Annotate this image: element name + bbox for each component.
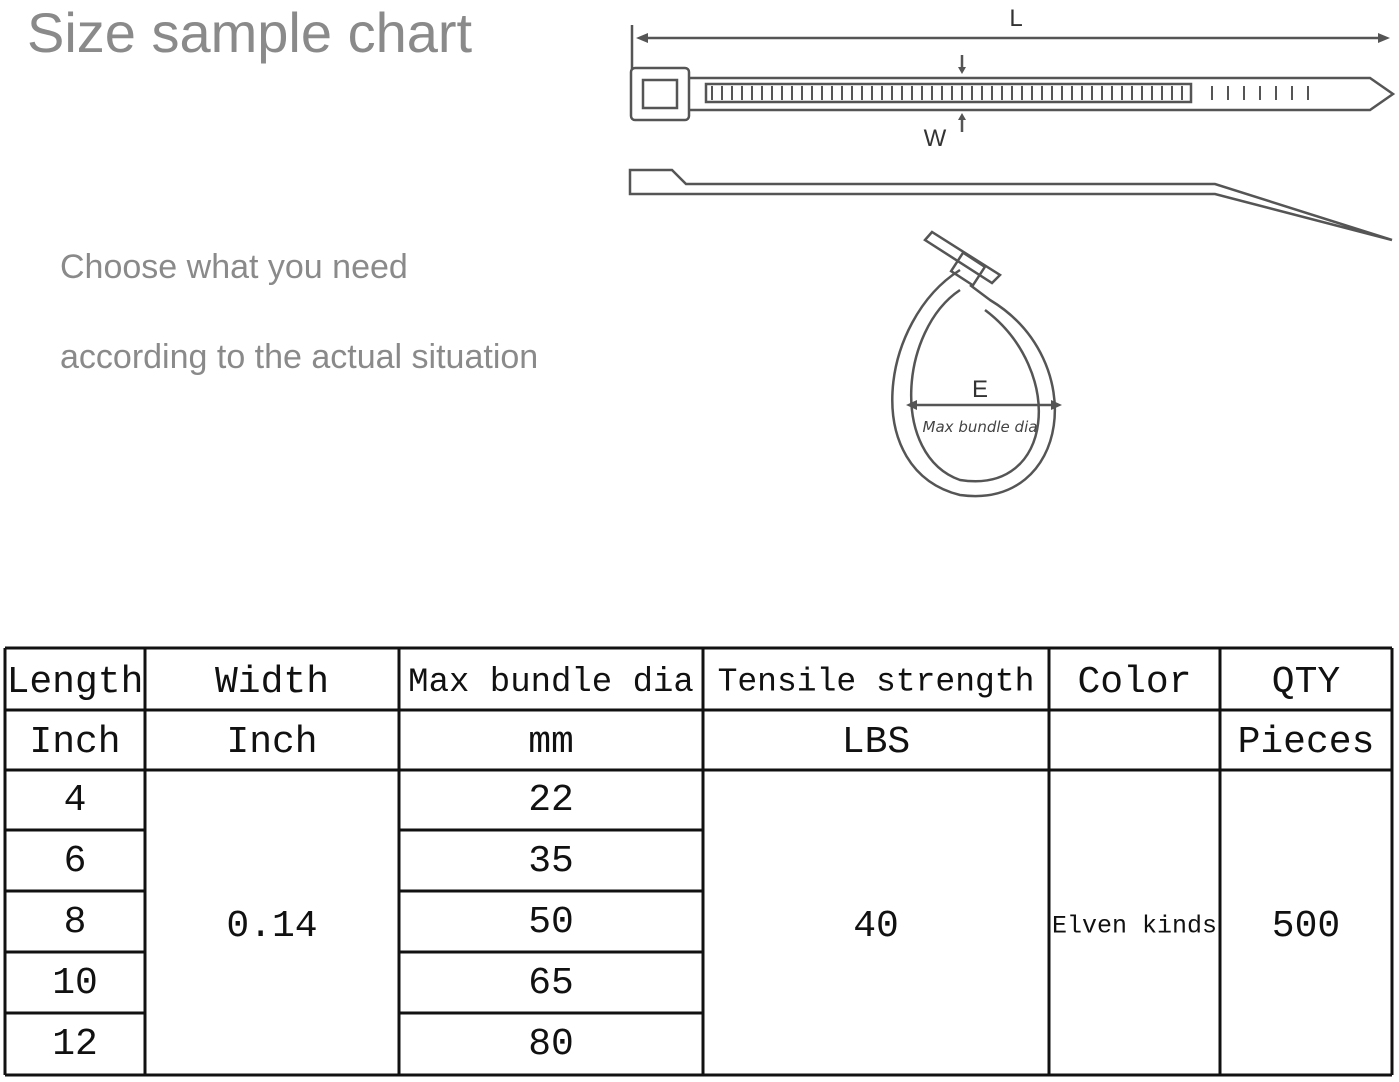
width-cell: 0.14: [226, 905, 317, 948]
color-cell: Elven kinds: [1052, 912, 1217, 941]
bundle-cell: 65: [528, 962, 574, 1005]
column-header: Max bundle dia: [408, 664, 694, 702]
column-header: Width: [215, 661, 329, 704]
subtitle-line: according to the actual situation: [60, 338, 538, 376]
tie-diagram: L W E Max bundle dia: [628, 5, 1396, 498]
column-unit: Inch: [226, 721, 317, 764]
title: Size sample chart: [27, 1, 473, 64]
column-unit: Pieces: [1238, 721, 1375, 764]
bundle-cell: 22: [528, 779, 574, 822]
length-cell: 6: [64, 840, 87, 883]
column-header: Color: [1077, 661, 1191, 704]
column-unit: LBS: [842, 721, 910, 764]
bundle-cell: 35: [528, 840, 574, 883]
bundle-cell: 80: [528, 1023, 574, 1066]
column-unit: Inch: [29, 721, 120, 764]
tensile-cell: 40: [853, 905, 899, 948]
length-cell: 10: [52, 962, 98, 1005]
column-unit: mm: [528, 721, 574, 764]
bundle-caption: Max bundle dia: [923, 418, 1038, 436]
length-cell: 12: [52, 1023, 98, 1066]
column-header: QTY: [1272, 661, 1341, 704]
subtitle-line: Choose what you need: [60, 248, 408, 286]
qty-cell: 500: [1272, 905, 1340, 948]
bundle-cell: 50: [528, 901, 574, 944]
column-header: Length: [7, 661, 144, 704]
size-table: [3, 646, 1394, 1077]
bundle-label: E: [972, 376, 988, 403]
column-header: Tensile strength: [718, 664, 1035, 701]
length-label: L: [1009, 5, 1022, 32]
length-cell: 4: [64, 779, 87, 822]
width-label: W: [924, 125, 947, 152]
length-cell: 8: [64, 901, 87, 944]
